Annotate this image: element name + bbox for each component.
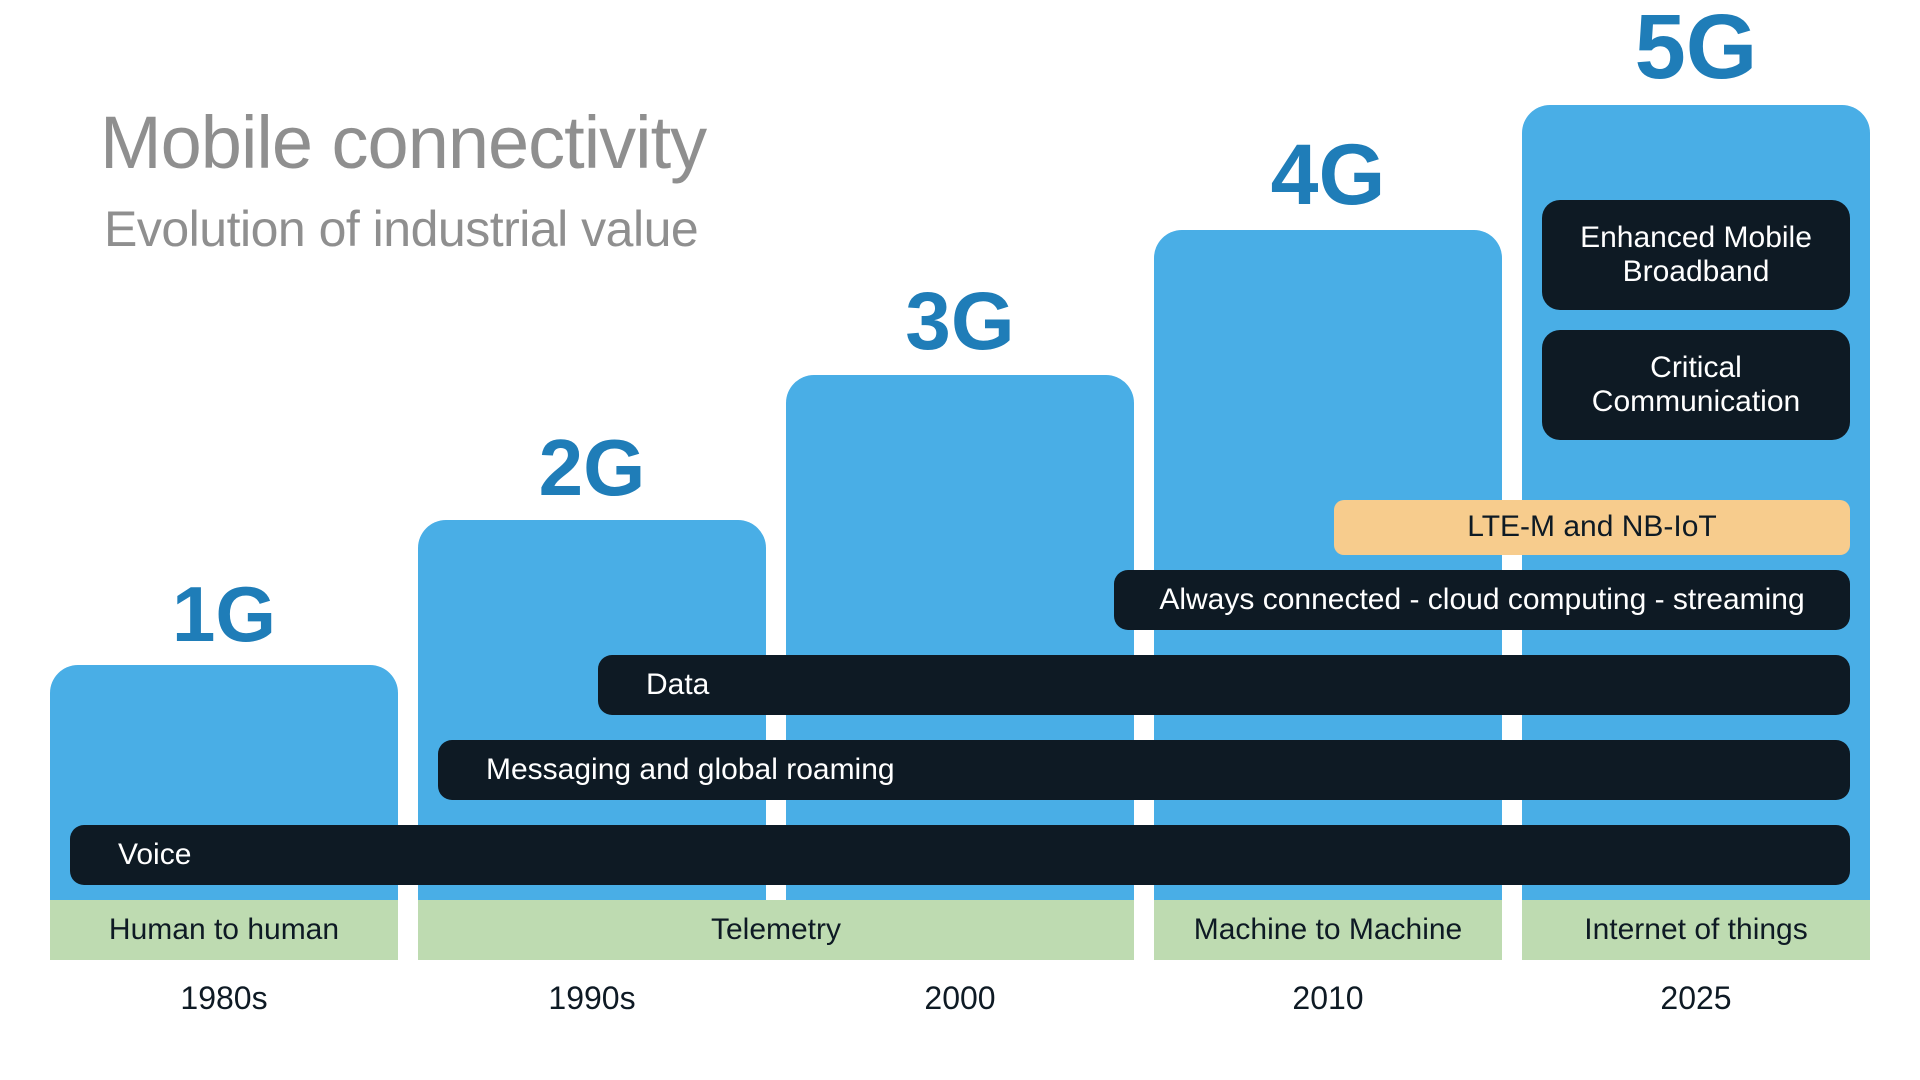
page-subtitle: Evolution of industrial value bbox=[104, 200, 698, 258]
era-segment-2: Machine to Machine bbox=[1154, 900, 1502, 960]
gen-label-2g: 2G bbox=[418, 422, 766, 514]
gen-label-3g: 3G bbox=[786, 275, 1134, 369]
gen-label-5g: 5G bbox=[1522, 0, 1870, 100]
feature-band-0: Voice bbox=[70, 825, 1850, 885]
feature-band-5: CriticalCommunication bbox=[1542, 330, 1850, 440]
era-segment-1: Telemetry bbox=[418, 900, 1134, 960]
feature-band-4: LTE-M and NB-IoT bbox=[1334, 500, 1850, 555]
decade-1: 1990s bbox=[418, 980, 766, 1017]
feature-band-1: Messaging and global roaming bbox=[438, 740, 1850, 800]
era-segment-0: Human to human bbox=[50, 900, 398, 960]
infographic-stage: Mobile connectivity Evolution of industr… bbox=[0, 0, 1920, 1080]
decade-4: 2025 bbox=[1522, 980, 1870, 1017]
feature-band-2: Data bbox=[598, 655, 1850, 715]
feature-band-6: Enhanced MobileBroadband bbox=[1542, 200, 1850, 310]
gen-label-4g: 4G bbox=[1154, 126, 1502, 225]
decade-0: 1980s bbox=[50, 980, 398, 1017]
feature-band-3: Always connected - cloud computing - str… bbox=[1114, 570, 1850, 630]
page-title: Mobile connectivity bbox=[100, 100, 706, 185]
bar-3g bbox=[786, 375, 1134, 900]
decade-3: 2010 bbox=[1154, 980, 1502, 1017]
era-segment-3: Internet of things bbox=[1522, 900, 1870, 960]
decade-2: 2000 bbox=[786, 980, 1134, 1017]
gen-label-1g: 1G bbox=[50, 569, 398, 660]
